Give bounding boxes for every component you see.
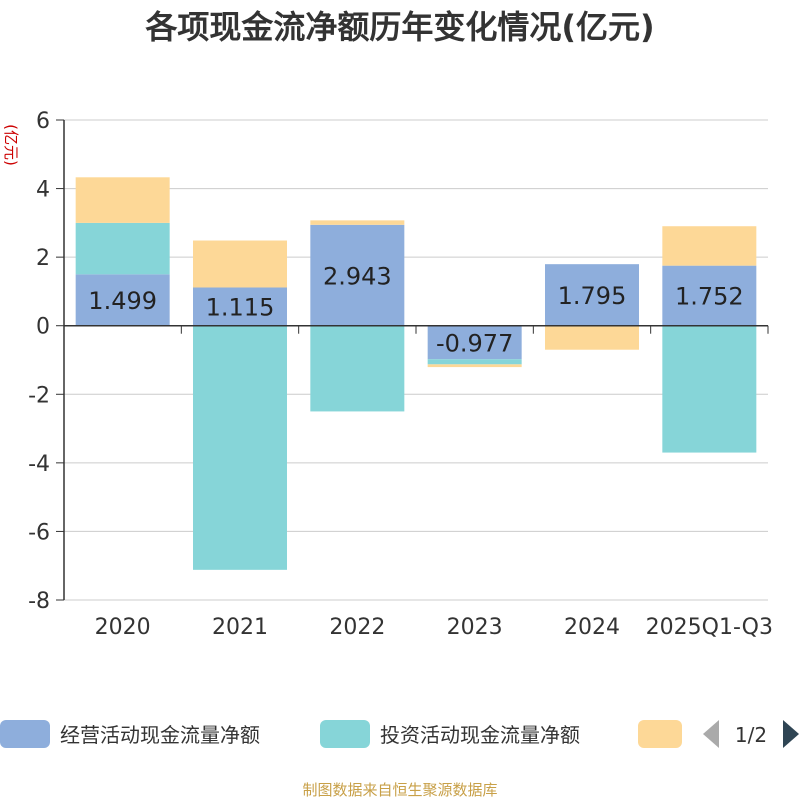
x-tick-label: 2022 xyxy=(329,615,385,640)
bar-s2-2021[interactable] xyxy=(193,240,287,288)
bar-s0-2023[interactable] xyxy=(427,325,522,360)
data-label: 1.795 xyxy=(558,282,627,310)
legend-swatch-financing[interactable] xyxy=(638,720,682,748)
y-tick-label: -6 xyxy=(28,520,50,545)
bar-s0-2021[interactable] xyxy=(193,287,287,326)
bar-s1-2023[interactable] xyxy=(427,359,522,365)
bar-s1-2020[interactable] xyxy=(75,222,170,275)
y-tick-label: 6 xyxy=(36,109,50,134)
data-labels: 1.499 1.115 2.943 -0.977 1.795 1.752 xyxy=(88,262,743,357)
legend-page-indicator: 1/2 xyxy=(735,723,767,747)
data-label: 1.752 xyxy=(675,283,744,311)
data-label: -0.977 xyxy=(436,329,513,357)
bar-s1-2025Q1-Q3[interactable] xyxy=(662,325,757,453)
y-tick-label: 0 xyxy=(36,315,50,340)
data-source-note: 制图数据来自恒生聚源数据库 xyxy=(302,781,497,799)
y-tick-labels: 6 4 2 0 -2 -4 -6 -8 xyxy=(28,109,50,614)
legend-prev-page-icon[interactable] xyxy=(703,720,719,748)
legend-label-operating[interactable]: 经营活动现金流量净额 xyxy=(60,723,260,747)
y-tick-label: -2 xyxy=(28,383,50,408)
bar-s0-2020[interactable] xyxy=(75,274,170,326)
legend: 经营活动现金流量净额 投资活动现金流量净额 1/2 xyxy=(0,720,799,748)
y-axis-label: (亿元) xyxy=(2,124,20,166)
bar-s0-2024[interactable] xyxy=(545,264,639,326)
bar-s2-2022[interactable] xyxy=(310,220,405,225)
x-tick-label: 2025Q1-Q3 xyxy=(646,615,773,640)
data-label: 2.943 xyxy=(323,262,392,290)
bar-s2-2025Q1-Q3[interactable] xyxy=(662,226,757,266)
x-tick-label: 2021 xyxy=(212,615,268,640)
bar-s0-2022[interactable] xyxy=(310,224,405,326)
legend-swatch-operating[interactable] xyxy=(0,720,50,748)
bar-s2-2023[interactable] xyxy=(427,364,522,368)
bar-series xyxy=(75,177,757,570)
y-tick-label: 2 xyxy=(36,246,50,271)
bar-s2-2020[interactable] xyxy=(75,177,170,223)
y-tick-label: 4 xyxy=(36,178,50,203)
bar-s1-2021[interactable] xyxy=(193,325,287,570)
y-tick-label: -8 xyxy=(28,589,50,614)
axes xyxy=(63,120,769,600)
x-tick-label: 2024 xyxy=(564,615,620,640)
x-tick-label: 2020 xyxy=(95,615,151,640)
bar-s1-2022[interactable] xyxy=(310,325,405,412)
legend-next-page-icon[interactable] xyxy=(783,720,799,748)
grid-lines xyxy=(56,119,768,601)
data-label: 1.499 xyxy=(88,287,157,315)
bar-s0-2025Q1-Q3[interactable] xyxy=(662,265,757,326)
legend-swatch-investing[interactable] xyxy=(320,720,370,748)
data-label: 1.115 xyxy=(206,294,275,322)
x-tick-labels: 2020 2021 2022 2023 2024 2025Q1-Q3 xyxy=(95,615,773,640)
legend-label-investing[interactable]: 投资活动现金流量净额 xyxy=(380,723,580,747)
x-tick-label: 2023 xyxy=(447,615,503,640)
chart-title: 各项现金流净额历年变化情况(亿元) xyxy=(145,8,654,46)
y-tick-label: -4 xyxy=(28,452,50,477)
bar-s2-2024[interactable] xyxy=(545,325,639,350)
